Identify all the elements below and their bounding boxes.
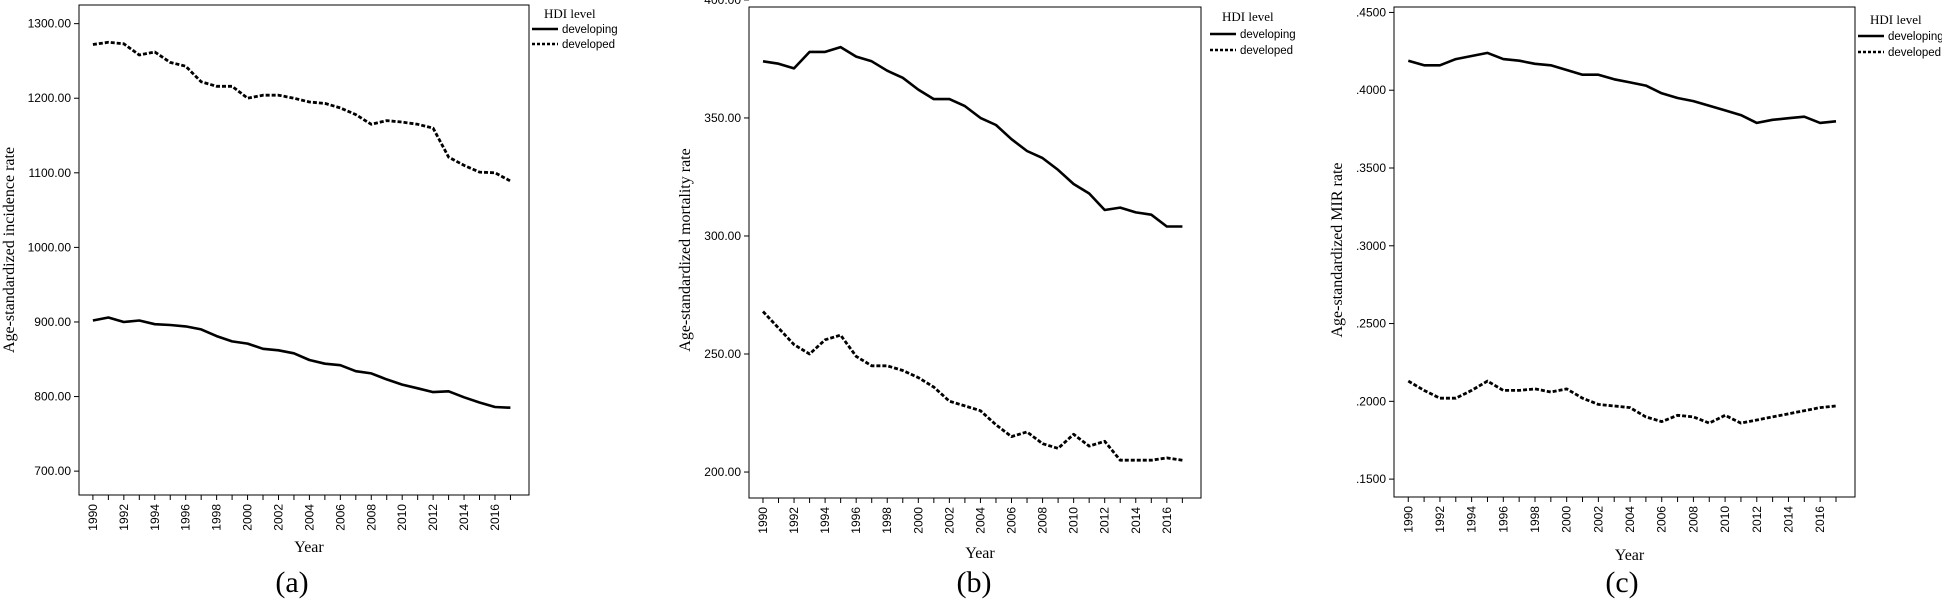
x-axis-label: Year [294, 539, 324, 556]
x-tick-label: 2016 [1813, 506, 1827, 533]
y-tick-label: .3000 [1356, 239, 1386, 253]
x-axis-label: Year [965, 545, 995, 562]
x-tick-label: 2008 [364, 504, 378, 531]
y-tick-label: 1100.00 [29, 166, 72, 180]
y-tick-label: 350.00 [704, 111, 741, 125]
legend-title: HDI level [1870, 12, 1922, 27]
legend-label-developing: developing [562, 24, 618, 36]
panel-label: (b) [957, 566, 992, 599]
x-tick-label: 1992 [117, 504, 131, 531]
y-tick-label: .3500 [1356, 161, 1386, 175]
y-tick-label: 700.00 [34, 464, 71, 478]
x-tick-label: 2010 [1067, 507, 1081, 534]
x-tick-label: 2016 [488, 504, 502, 531]
x-tick-label: 1996 [179, 504, 193, 531]
x-tick-label: 2016 [1160, 507, 1174, 534]
legend-label-developed: developed [562, 39, 615, 51]
series-line-developed [761, 310, 1183, 462]
x-tick-label: 2002 [1591, 506, 1605, 533]
x-tick-label: 1998 [880, 507, 894, 534]
x-tick-label: 1996 [849, 507, 863, 534]
y-tick-label: .2500 [1356, 317, 1386, 331]
x-tick-label: 2002 [271, 504, 285, 531]
x-tick-label: 2006 [1655, 506, 1669, 533]
y-tick-label: 1000.00 [28, 240, 72, 254]
y-tick-label: .1500 [1356, 472, 1386, 486]
legend-label-developed: developed [1240, 45, 1293, 57]
chart-panel-2: 200.00 250.00 300.00 350.00 400.00 1990 1992 19… [677, 0, 1296, 599]
x-axis-label: Year [1615, 547, 1645, 564]
series-line-developed [1407, 379, 1837, 425]
y-axis-label: Age-standardized mortality rate [677, 148, 694, 351]
y-tick-label: 1200.00 [28, 91, 72, 105]
x-tick-label: 1994 [148, 504, 162, 531]
x-tick-label: 2004 [1623, 506, 1637, 533]
chart-panel-3: .1500 .2000 .2500 .3000 .3500 .4000 .4500 1990 1… [1329, 5, 1942, 599]
x-tick-label: 2006 [333, 504, 347, 531]
y-axis-label: Age-standardized incidence rate [1, 147, 18, 353]
x-tick-label: 2000 [241, 504, 255, 531]
x-tick-label: 2000 [911, 507, 925, 534]
y-tick-label: .4500 [1356, 5, 1386, 19]
x-tick-label: 2000 [1560, 506, 1574, 533]
legend-label-developed: developed [1888, 47, 1941, 59]
plot-frame [78, 4, 530, 496]
plot-frame [748, 6, 1202, 499]
y-tick-label: 800.00 [34, 390, 71, 404]
x-tick-label: 2014 [1781, 506, 1795, 533]
x-tick-label: 1992 [787, 507, 801, 534]
legend-label-developing: developing [1240, 29, 1296, 41]
legend-label-developing: developing [1888, 31, 1942, 43]
y-axis-label: Age-standardized MIR rate [1329, 162, 1346, 337]
x-tick-label: 1990 [1401, 506, 1415, 533]
x-tick-label: 2012 [1750, 506, 1764, 533]
legend: HDI level developing developed [1210, 9, 1296, 57]
y-tick-label: 200.00 [704, 465, 741, 479]
y-tick-label: 400.00 [704, 0, 741, 7]
x-tick-label: 2012 [1098, 507, 1112, 534]
x-tick-label: 1992 [1433, 506, 1447, 533]
x-tick-label: 1990 [756, 507, 770, 534]
series-line-developing [762, 45, 1183, 228]
x-tick-label: 2002 [942, 507, 956, 534]
x-tick-label: 2014 [1129, 507, 1143, 534]
series-line-developing [92, 316, 511, 409]
x-tick-label: 2010 [395, 504, 409, 531]
x-tick-label: 2010 [1718, 506, 1732, 533]
x-tick-label: 2004 [973, 507, 987, 534]
x-tick-label: 2004 [302, 504, 316, 531]
series-line-developed [92, 40, 512, 183]
x-tick-label: 2008 [1686, 506, 1700, 533]
y-tick-label: 250.00 [704, 347, 741, 361]
x-tick-label: 2008 [1036, 507, 1050, 534]
x-tick-label: 1996 [1496, 506, 1510, 533]
series-line-developing [1407, 51, 1837, 125]
legend-title: HDI level [1222, 9, 1274, 24]
y-tick-label: 300.00 [704, 229, 741, 243]
plot-frame [1393, 6, 1856, 498]
y-tick-label: .4000 [1356, 83, 1386, 97]
x-tick-label: 1998 [210, 504, 224, 531]
x-tick-label: 1994 [818, 507, 832, 534]
x-tick-label: 1994 [1465, 506, 1479, 533]
legend: HDI level developing developed [1858, 12, 1942, 59]
legend: HDI level developing developed [532, 6, 618, 51]
x-tick-label: 2014 [457, 504, 471, 531]
y-tick-label: 1300.00 [28, 17, 72, 31]
y-tick-label: .2000 [1356, 394, 1386, 408]
chart-panel-1: 700.00 800.00 900.00 1000.00 1100.00 1200.00 1… [1, 4, 618, 599]
panel-label: (c) [1605, 566, 1638, 599]
x-tick-label: 1990 [86, 504, 100, 531]
x-tick-label: 2012 [426, 504, 440, 531]
y-tick-label: 900.00 [34, 315, 71, 329]
x-tick-label: 2006 [1005, 507, 1019, 534]
x-tick-label: 1998 [1528, 506, 1542, 533]
legend-title: HDI level [544, 6, 596, 21]
panel-label: (a) [275, 566, 308, 599]
